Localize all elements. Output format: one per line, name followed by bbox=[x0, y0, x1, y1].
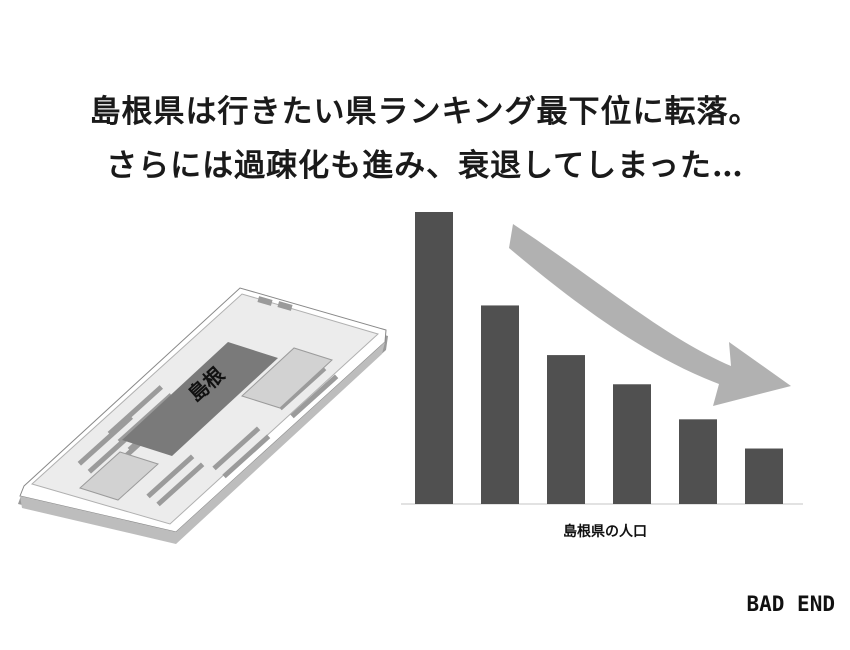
population-bar bbox=[415, 212, 453, 504]
population-bar bbox=[547, 355, 585, 504]
population-bar bbox=[613, 384, 651, 504]
bad-end-label: BAD END bbox=[746, 592, 835, 616]
population-bar bbox=[745, 448, 783, 504]
headline-line-2: さらには過疎化も進み、衰退してしまった… bbox=[106, 148, 744, 184]
headline-line-1: 島根県は行きたい県ランキング最下位に転落。 bbox=[89, 94, 761, 130]
downward-trend-arrow-icon bbox=[509, 224, 791, 406]
population-bar bbox=[679, 419, 717, 504]
chart-caption: 島根県の人口 bbox=[563, 524, 647, 540]
population-bar-chart bbox=[401, 212, 803, 505]
population-bar bbox=[481, 305, 519, 504]
newspaper-icon: 島根 bbox=[18, 287, 388, 544]
